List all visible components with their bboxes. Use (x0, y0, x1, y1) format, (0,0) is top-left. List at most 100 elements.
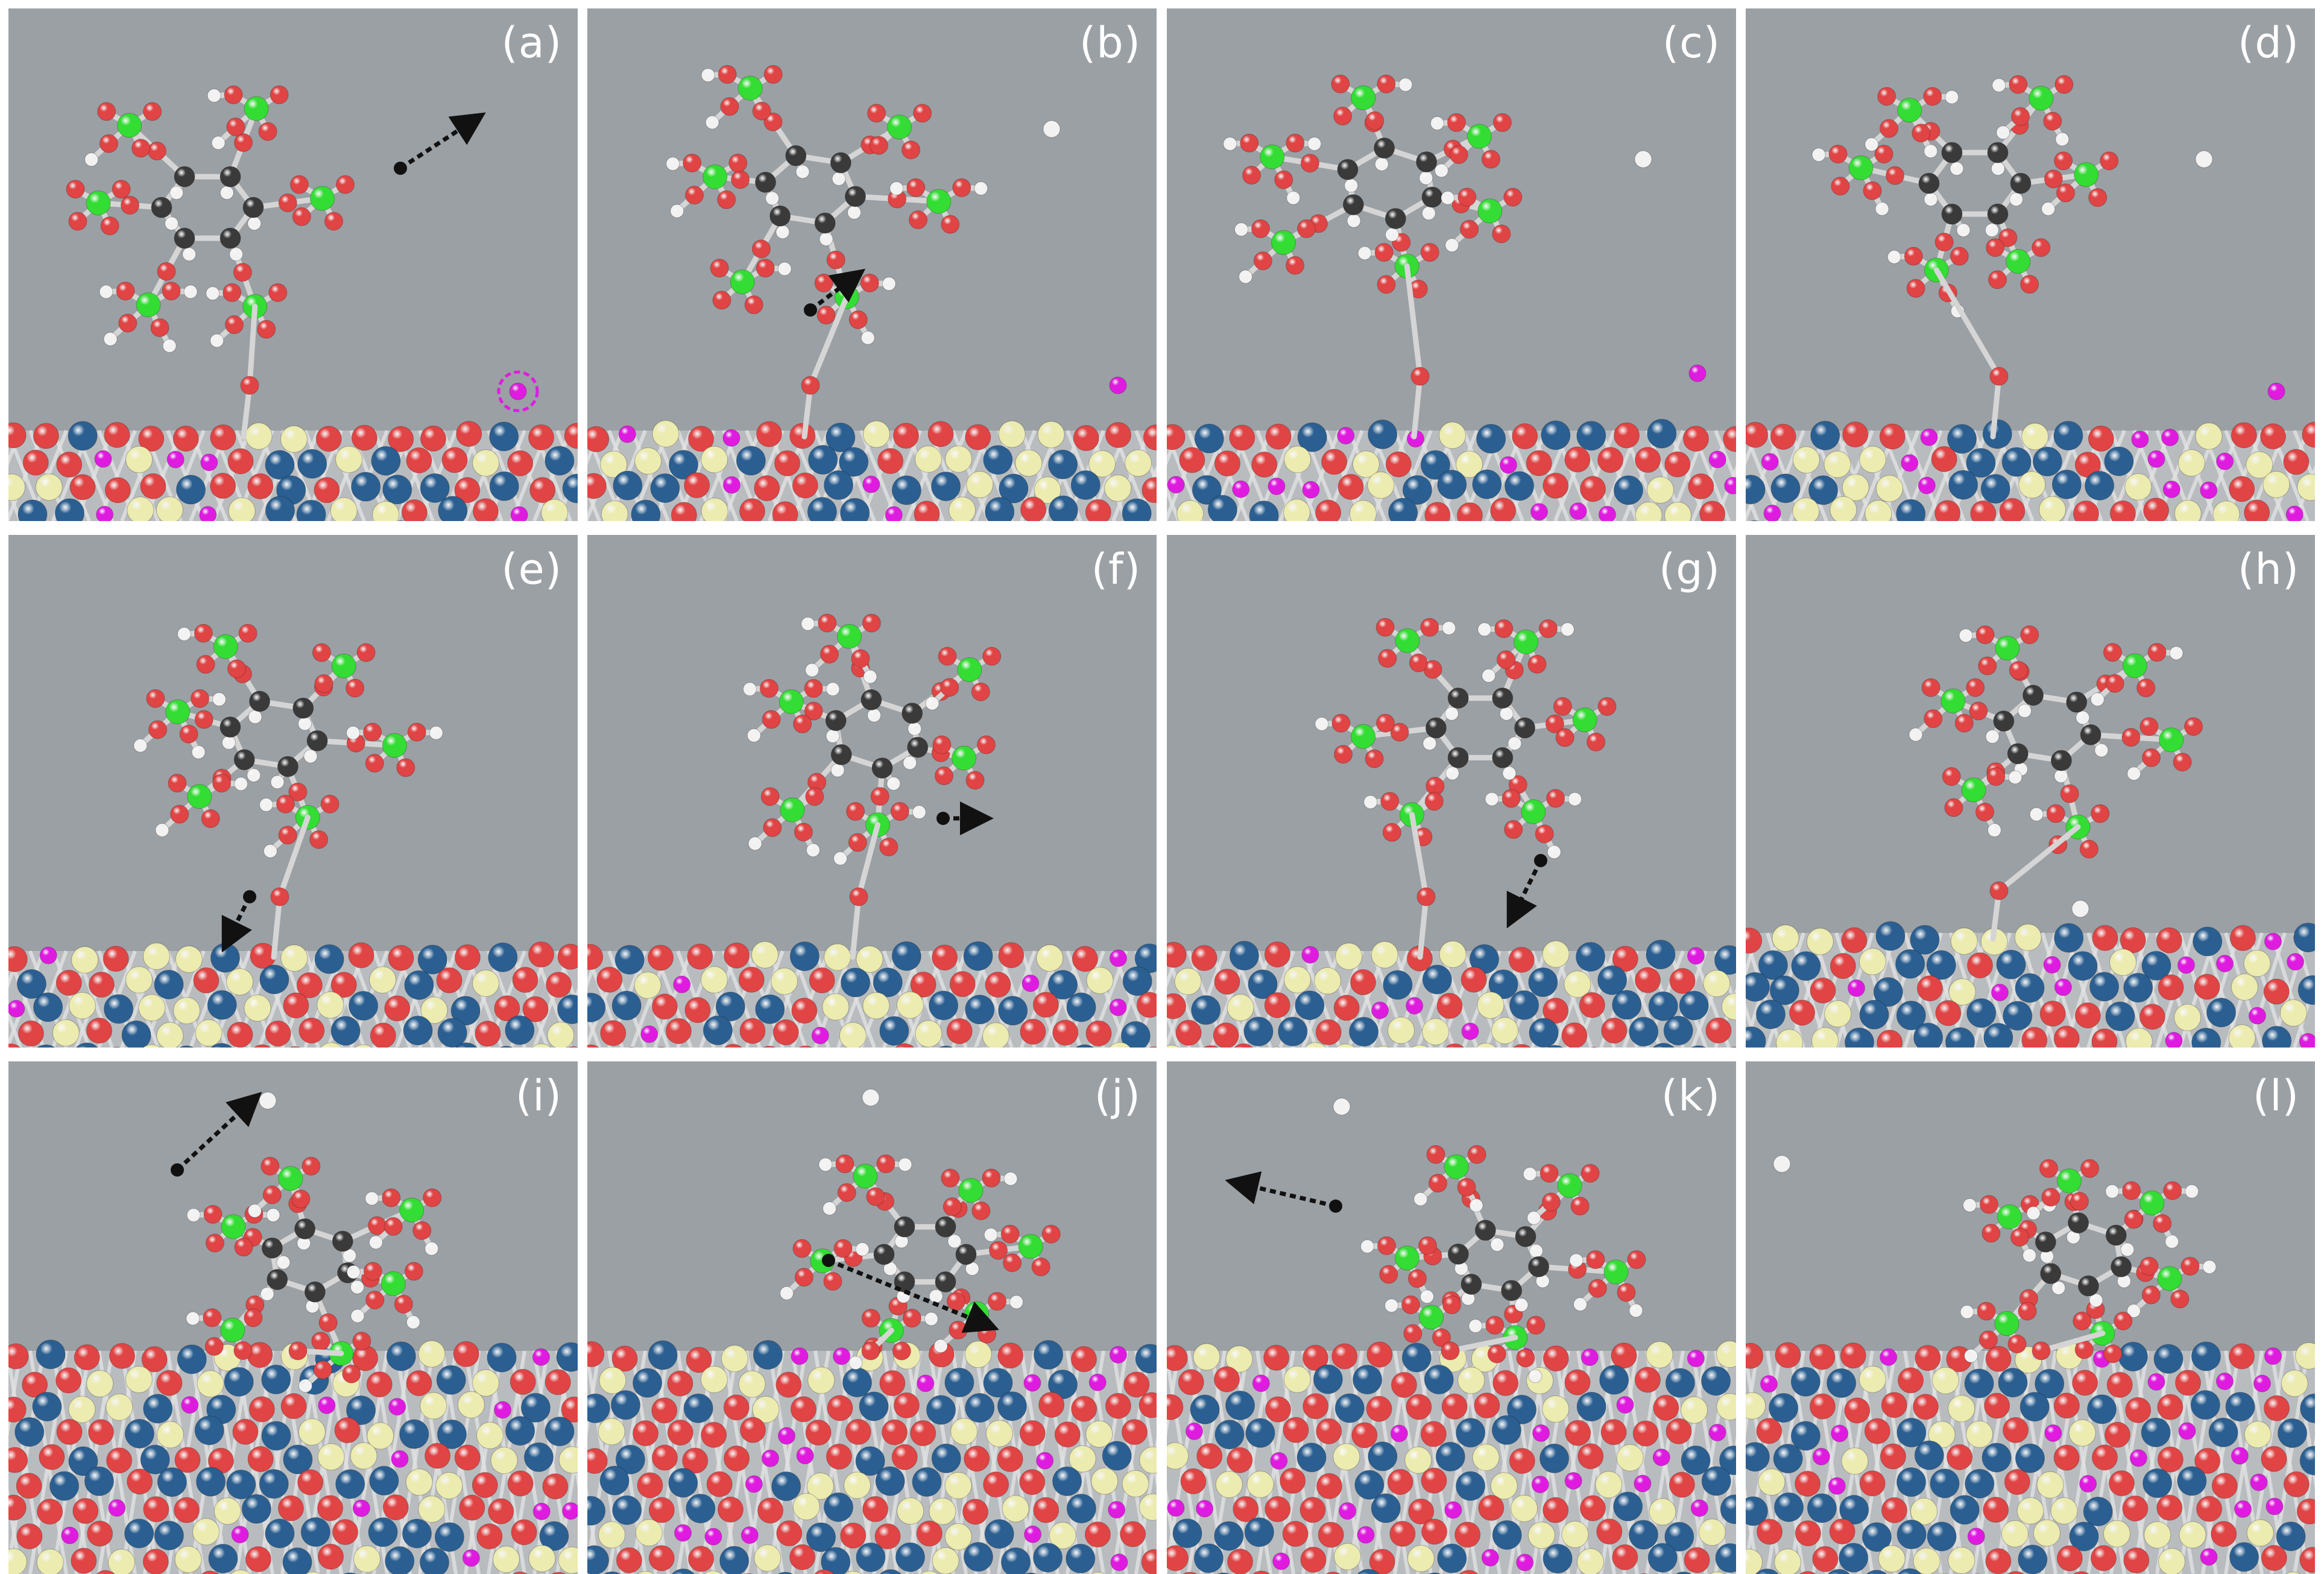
slab-atom (1455, 1522, 1480, 1547)
hydrogen-atom (425, 1242, 438, 1255)
slab-atom (792, 473, 818, 498)
phosphorus-atom (853, 1164, 877, 1188)
slab-atom (2253, 1375, 2270, 1392)
oxygen-atom (269, 283, 287, 302)
oxygen-atom (1378, 650, 1397, 668)
cation-atom (1689, 365, 1706, 382)
simulation-snapshot (8, 1061, 578, 1574)
oxygen-atom (394, 1295, 412, 1313)
slab-atom (1002, 1547, 1031, 1574)
oxygen-atom (1977, 1302, 1995, 1320)
slab-atom (2193, 927, 2222, 956)
oxygen-atom (1527, 1316, 1545, 1334)
slab-atom (36, 474, 62, 501)
oxygen-atom (1429, 1174, 1447, 1192)
oxygen-atom (69, 212, 87, 230)
slab-atom (283, 1548, 312, 1574)
carbon-atom (1942, 204, 1962, 224)
slab-atom (74, 1345, 99, 1370)
slab-atom (1085, 1522, 1110, 1547)
phosphorus-atom (838, 624, 862, 648)
oxygen-atom (827, 251, 845, 269)
slab-atom (95, 450, 112, 467)
oxygen-atom (949, 1321, 967, 1339)
slab-atom (1102, 1441, 1131, 1470)
slab-atom (1830, 1519, 1855, 1544)
oxygen-atom (760, 679, 778, 697)
slab-atom (1831, 1425, 1848, 1442)
oxygen-atom (1990, 367, 2008, 385)
slab-atom (1983, 1497, 2009, 1523)
oxygen-atom (405, 1262, 423, 1280)
slab-atom (686, 1494, 715, 1523)
slab-atom (1213, 1023, 1239, 1048)
slab-atom (1947, 1444, 1972, 1470)
slab-atom (1124, 1372, 1149, 1397)
oxygen-atom (1252, 220, 1270, 238)
slab-atom (1247, 1471, 1274, 1497)
slab-atom (154, 970, 183, 999)
slab-atom (1089, 1374, 1106, 1391)
slab-atom (1687, 947, 1704, 964)
slab-atom (2090, 972, 2119, 1001)
oxygen-atom (1493, 113, 1511, 131)
phosphorus-atom (1478, 199, 1502, 223)
oxygen-atom (820, 645, 838, 663)
slab-atom (281, 1394, 306, 1419)
slab-atom (245, 423, 272, 449)
hydrogen-atom (1482, 669, 1495, 682)
slab-atom (1353, 1365, 1382, 1394)
slab-atom (420, 426, 446, 451)
slab-atom (1901, 455, 1918, 472)
slab-atom (1110, 950, 1126, 967)
slab-atom (175, 946, 202, 973)
slab-atom (2125, 473, 2152, 500)
oxygen-atom (756, 259, 774, 277)
slab-atom (1383, 970, 1412, 999)
oxygen-atom (1460, 220, 1479, 238)
slab-atom (637, 1473, 663, 1498)
hydrogen-atom (1423, 737, 1436, 750)
phosphorus-atom (1444, 1155, 1468, 1179)
slab-atom (1316, 1020, 1341, 1045)
hydrogen-atom (1500, 707, 1513, 720)
slab-atom (1252, 452, 1277, 477)
slab-atom (197, 1467, 226, 1496)
hydrogen-atom (2076, 711, 2089, 724)
oxygen-atom (1980, 1195, 1998, 1213)
slab-atom (335, 1418, 360, 1443)
slab-atom (1066, 1544, 1095, 1573)
hydrogen-atom (2127, 767, 2141, 780)
slab-atom (1368, 420, 1397, 449)
carbon-atom (1529, 1256, 1549, 1277)
oxygen-atom (1535, 825, 1553, 843)
slab-atom (490, 422, 519, 451)
cation-atom (510, 383, 526, 400)
slab-atom (1233, 1496, 1258, 1522)
slab-atom (1491, 1473, 1517, 1499)
phosphorus-atom (279, 1166, 303, 1190)
oxygen-atom (2123, 1181, 2141, 1199)
slab-atom (1688, 474, 1714, 499)
slab-atom (1037, 1452, 1053, 1469)
phosphorus-atom (888, 115, 912, 139)
slab-atom (793, 1493, 819, 1520)
simulation-snapshot (587, 535, 1157, 1048)
slab-atom (227, 1022, 253, 1048)
slab-atom (1775, 1493, 1804, 1522)
slab-atom (110, 1344, 135, 1369)
hydrogen-atom (1997, 126, 2010, 139)
slab-atom (615, 945, 644, 974)
oxygen-atom (686, 186, 704, 204)
slab-atom (2040, 1001, 2065, 1026)
slab-atom (701, 967, 727, 993)
hydrogen-atom (924, 1312, 938, 1326)
carbon-atom (307, 730, 327, 751)
oxygen-atom (1380, 1265, 1398, 1283)
slab-atom (87, 1018, 112, 1043)
slab-atom (1302, 946, 1319, 963)
slab-atom (754, 1545, 781, 1572)
slab-atom (383, 1494, 408, 1520)
slab-atom (530, 478, 555, 503)
slab-atom (2139, 1004, 2165, 1029)
